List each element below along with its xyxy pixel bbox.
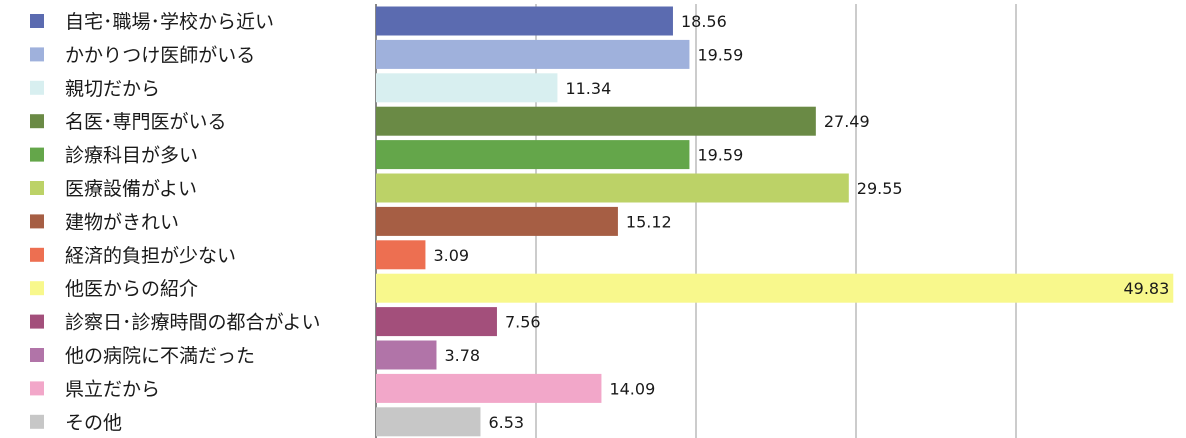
legend-swatch [30, 348, 44, 362]
legend-label: 診療科目が多い [65, 145, 198, 167]
data-label: 3.09 [433, 246, 469, 265]
legend-swatch [30, 214, 44, 229]
legend-swatch [30, 381, 44, 396]
bar [376, 206, 618, 236]
data-label: 11.34 [565, 79, 611, 98]
legend-label: 医療設備がよい [65, 178, 197, 200]
bar [376, 140, 690, 170]
legend-swatch [30, 314, 44, 329]
data-label: 14.09 [609, 379, 655, 398]
bar [376, 373, 602, 403]
legend-swatch [30, 247, 44, 262]
legend-swatch [30, 414, 44, 429]
value-labels: 18.56 19.59 11.34 27.49 19.59 29.55 15.12 3.09 4… [433, 12, 1169, 432]
data-label: 19.59 [697, 146, 743, 165]
data-label: 19.59 [697, 45, 743, 64]
bar [376, 340, 437, 370]
bar [376, 39, 690, 69]
legend-label: かかりつけ医師がいる [65, 44, 255, 66]
bar [376, 173, 849, 203]
legend-label: 県立だから [65, 378, 160, 400]
legend-label: その他 [65, 412, 122, 434]
bar [376, 106, 816, 136]
data-label: 18.56 [681, 12, 727, 31]
data-label: 6.53 [488, 413, 524, 432]
data-label: 29.55 [857, 179, 903, 198]
bar [376, 307, 497, 337]
bar [376, 73, 558, 103]
legend-label: 経済的負担が少ない [65, 245, 236, 267]
data-label: 15.12 [626, 212, 672, 231]
legend-label: 他医からの紹介 [65, 278, 198, 300]
bar [376, 407, 481, 437]
bar [376, 6, 673, 36]
bars [376, 6, 1174, 437]
legend-swatch [30, 114, 44, 129]
legend-label: 親切だから [65, 78, 160, 100]
legend-label: 他の病院に不満だった [65, 345, 255, 367]
data-label: 27.49 [824, 112, 870, 131]
data-label: 3.78 [444, 346, 480, 365]
bar [376, 240, 426, 270]
legend-swatch [30, 281, 44, 296]
legend-label: 名医･専門医がいる [65, 111, 227, 133]
legend-label: 建物がきれい [65, 211, 179, 233]
legend-label: 自宅･職場･学校から近い [65, 11, 274, 33]
legend-swatch [30, 181, 44, 195]
legend: 自宅･職場･学校から近いかかりつけ医師がいる親切だから名医･専門医がいる診療科目… [30, 11, 321, 434]
bar [376, 273, 1174, 303]
legend-swatch [30, 47, 44, 62]
data-label: 49.83 [1123, 279, 1169, 298]
legend-label: 診察日･診療時間の都合がよい [65, 312, 321, 334]
data-label: 7.56 [505, 313, 541, 332]
legend-swatch [30, 80, 44, 95]
legend-swatch [30, 14, 44, 28]
legend-swatch [30, 147, 44, 162]
